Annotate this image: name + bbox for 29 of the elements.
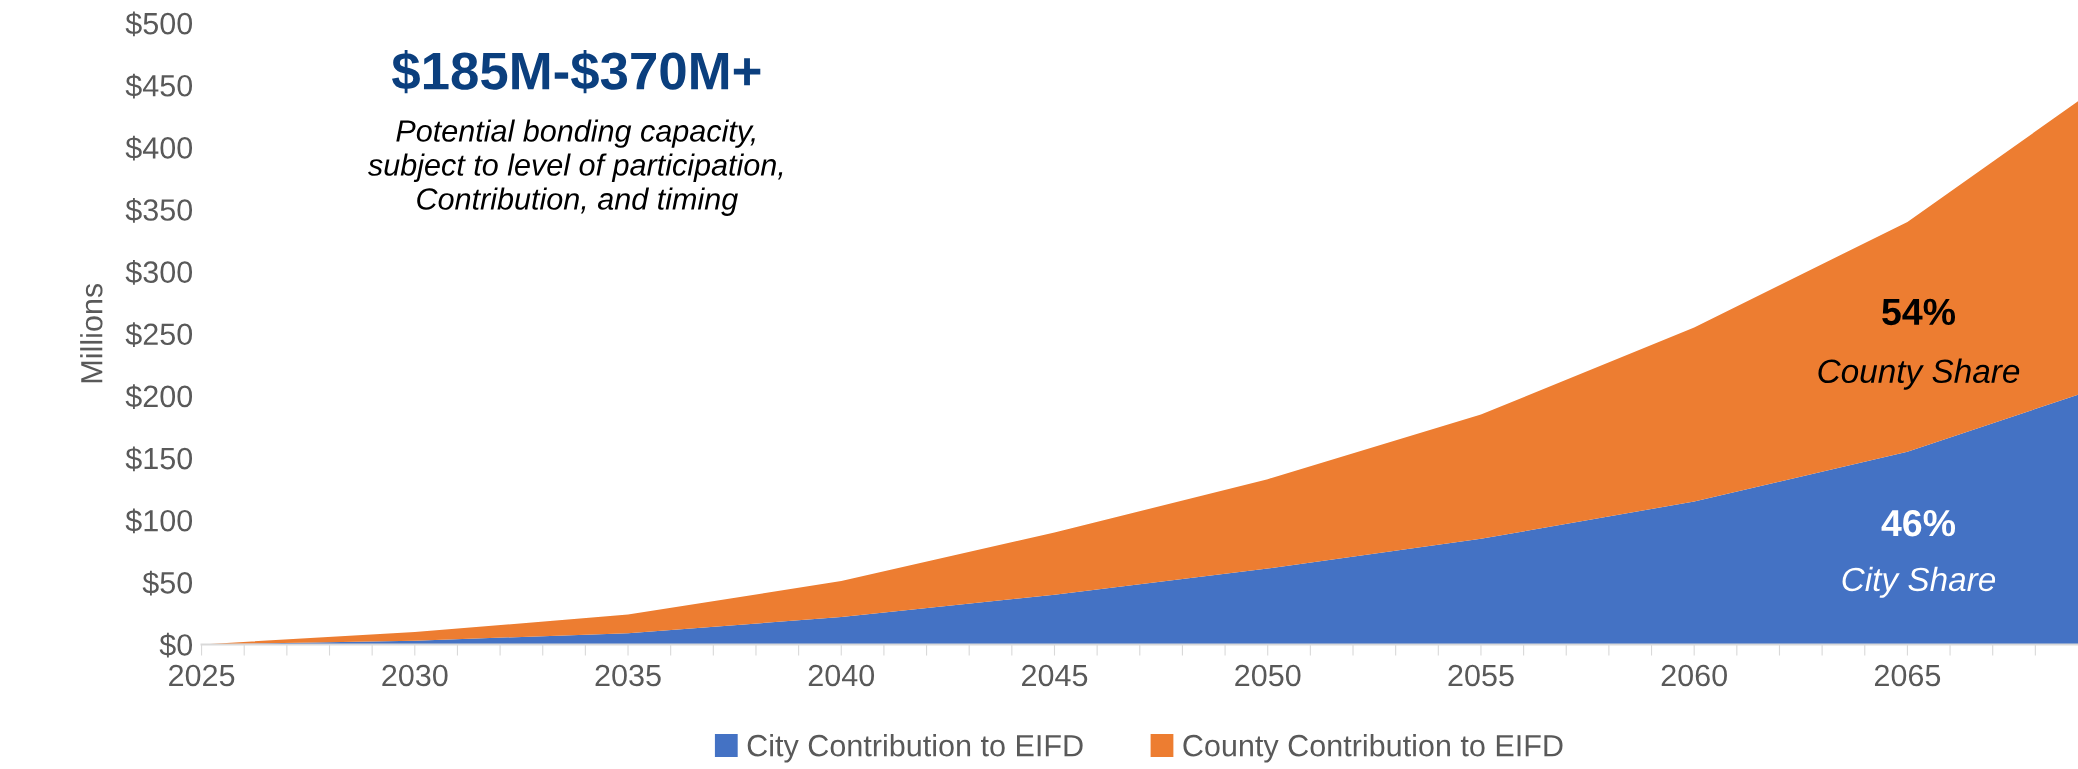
x-tick-label: 2030	[382, 664, 448, 687]
y-tick-label: $200	[125, 384, 193, 410]
x-tick-label: 2055	[1448, 664, 1514, 687]
y-tick-label: $150	[125, 446, 193, 472]
y-tick-label: $350	[125, 197, 193, 223]
annotation: 46%	[1881, 509, 1956, 537]
y-tick-label: $250	[125, 322, 193, 347]
x-tick-label: 2045	[1022, 664, 1088, 687]
y-tick-label: $400	[125, 135, 193, 161]
annotation: City Share	[1842, 566, 1996, 598]
y-tick-label: $450	[125, 73, 193, 99]
x-tick-label: 2040	[808, 664, 875, 687]
legend-label: County Contribution to EIFD	[1183, 734, 1563, 763]
annotation: County Share	[1818, 358, 2020, 390]
text: Potential bonding capacity, subject to level of participation, Contribution, and timing	[368, 119, 783, 216]
x-tick-label: 2065	[1874, 664, 1941, 687]
x-tick-label: 2025	[169, 664, 235, 687]
y-tick-label: $50	[142, 570, 193, 596]
legend-label: City Contribution to EIFD	[747, 734, 1083, 763]
x-tick-label: 2060	[1661, 664, 1727, 687]
y-tick-label: $300	[125, 260, 193, 285]
y-tick-label: $0	[159, 632, 193, 658]
x-tick-label: 2050	[1235, 664, 1301, 687]
y-tick-label: $500	[125, 11, 193, 37]
x-tick-label: 2035	[595, 664, 661, 687]
y-tick-label: $100	[125, 508, 193, 534]
annotation: 54%	[1882, 298, 1956, 326]
chart-title: $185M-$370M+	[391, 50, 761, 94]
y-axis-title: Millions	[80, 283, 103, 383]
